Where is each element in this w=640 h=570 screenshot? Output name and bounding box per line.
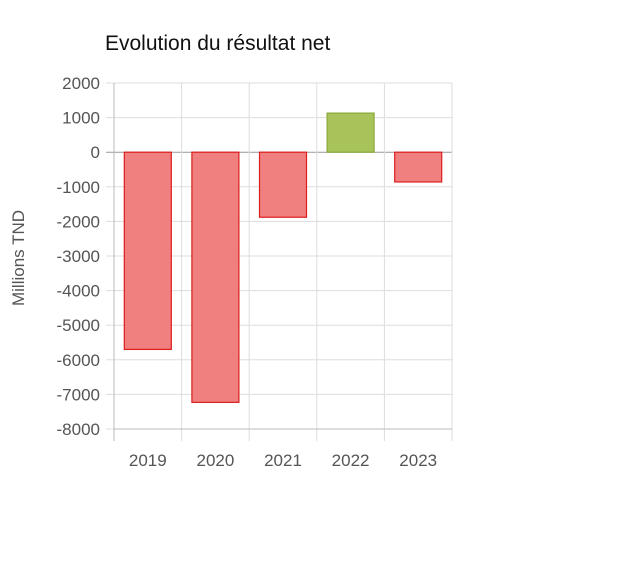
- x-tick-label: 2019: [129, 451, 167, 470]
- bar-2021: [258, 151, 308, 218]
- label-layer: 2000 1000 0 -1000 -2000 -3000 -4000 -5000 -6000 -…: [57, 74, 438, 470]
- y-tick-label: -5000: [57, 316, 100, 335]
- x-tick-label: 2021: [264, 451, 302, 470]
- x-tick-label: 2020: [196, 451, 234, 470]
- y-tick-label: -7000: [57, 385, 100, 404]
- x-tick-label: 2022: [332, 451, 370, 470]
- y-tick-label: 2000: [62, 74, 100, 93]
- bar-2019: [123, 151, 172, 351]
- chart-title: Evolution du résultat net: [105, 32, 331, 55]
- bar-2023: [394, 151, 443, 183]
- y-tick-label: -6000: [57, 351, 100, 370]
- y-tick-label: -1000: [57, 178, 100, 197]
- y-axis-title: Millions TND: [9, 210, 28, 306]
- bar-layer: [123, 112, 443, 403]
- bar-2020: [191, 151, 240, 403]
- y-tick-label: 1000: [62, 109, 100, 128]
- y-tick-label: -3000: [57, 247, 100, 266]
- y-tick-label: -4000: [57, 282, 100, 301]
- y-tick-label: 0: [91, 143, 100, 162]
- y-tick-label: -2000: [57, 212, 100, 231]
- x-tick-label: 2023: [399, 451, 437, 470]
- y-tick-label: -8000: [57, 420, 100, 439]
- bar-2022: [326, 112, 375, 153]
